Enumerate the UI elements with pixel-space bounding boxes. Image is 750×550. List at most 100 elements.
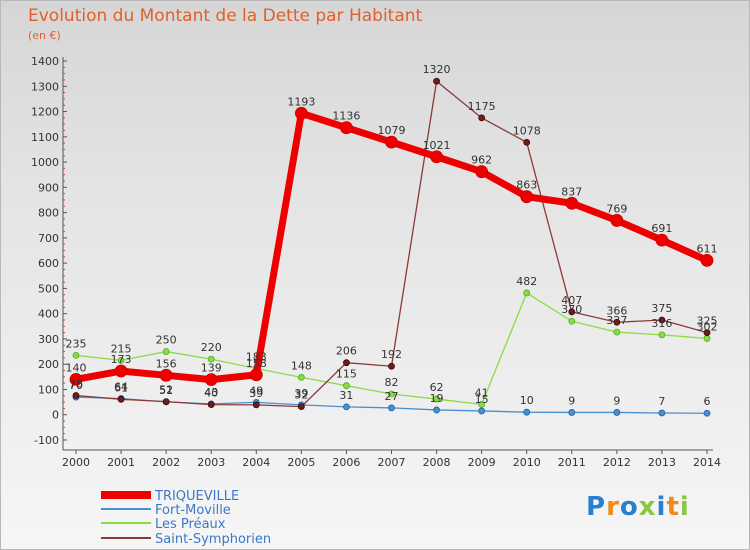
y-tick-label: 1300 [31, 80, 59, 93]
data-point [297, 403, 305, 411]
data-label: 1320 [423, 63, 451, 76]
data-point [523, 138, 531, 146]
data-label: 70 [69, 379, 83, 392]
data-label: 407 [561, 294, 582, 307]
data-label: 611 [697, 242, 718, 255]
data-label: 76 [69, 378, 83, 391]
data-point [655, 233, 669, 247]
data-point [297, 373, 305, 381]
data-label: 1021 [423, 139, 451, 152]
data-point [703, 409, 711, 417]
logo-letter: x [638, 492, 657, 522]
data-label: 51 [159, 384, 173, 397]
y-tick-label: 500 [38, 282, 59, 295]
data-label: 1079 [378, 124, 406, 137]
y-tick-label: 1400 [31, 55, 59, 68]
legend-label: Saint-Symphorien [155, 532, 271, 547]
data-label: 52 [159, 384, 173, 397]
data-point [520, 190, 534, 204]
x-tick-label: 2004 [242, 456, 270, 469]
data-point [162, 398, 170, 405]
data-label: 10 [520, 394, 534, 407]
data-point [388, 390, 395, 398]
data-point [343, 403, 350, 411]
data-label: 6 [704, 395, 711, 408]
data-label: 158 [246, 357, 267, 370]
data-point [568, 409, 576, 416]
y-tick-label: 100 [38, 383, 59, 396]
data-point [613, 318, 621, 326]
data-label: 43 [204, 386, 218, 399]
data-label: 40 [204, 387, 218, 400]
y-tick-label: 600 [38, 257, 59, 270]
data-label: 325 [697, 315, 718, 328]
data-point [388, 362, 395, 370]
data-label: 148 [291, 359, 312, 372]
data-point [700, 253, 714, 267]
data-point [204, 373, 218, 387]
x-tick-label: 2007 [378, 456, 406, 469]
x-tick-label: 2000 [62, 456, 90, 469]
x-tick-label: 2001 [107, 456, 135, 469]
data-label: 215 [111, 342, 132, 355]
data-point [478, 407, 486, 415]
data-point [703, 329, 711, 337]
chart-unit-label: (en €) [28, 29, 61, 42]
data-point [252, 401, 260, 409]
logo-letter: i [679, 492, 690, 522]
data-label: 39 [294, 387, 308, 400]
logo-letter: t [666, 492, 680, 522]
y-tick-label: 800 [38, 207, 59, 220]
data-point [565, 196, 579, 210]
data-label: 9 [613, 394, 620, 407]
data-label: 192 [381, 348, 402, 361]
data-point [388, 404, 395, 412]
data-label: 41 [475, 386, 489, 399]
data-point [475, 165, 489, 179]
data-point [523, 289, 531, 297]
y-tick-label: 1000 [31, 156, 59, 169]
data-label: 250 [156, 334, 177, 347]
data-point [613, 328, 621, 336]
data-label: 15 [475, 393, 489, 406]
data-point [478, 400, 486, 408]
data-label: 173 [111, 353, 132, 366]
y-tick-label: -100 [34, 434, 59, 447]
data-point [159, 368, 173, 382]
data-label: 1078 [513, 124, 541, 137]
data-point [69, 372, 83, 386]
data-point [117, 357, 125, 364]
x-tick-label: 2009 [468, 456, 496, 469]
data-label: 837 [561, 185, 582, 198]
data-label: 39 [249, 387, 263, 400]
logo-letter: r [606, 492, 620, 522]
chart-title: Evolution du Montant de la Dette par Hab… [28, 6, 423, 26]
data-point [72, 392, 80, 399]
data-label: 366 [606, 304, 627, 317]
x-tick-label: 2012 [603, 456, 631, 469]
data-point [658, 331, 666, 339]
y-tick-label: 200 [38, 358, 59, 371]
data-point [568, 308, 576, 316]
x-tick-label: 2003 [197, 456, 225, 469]
data-point [162, 348, 170, 355]
data-label: 863 [516, 179, 537, 192]
logo-letter: i [656, 492, 667, 522]
data-label: 1175 [468, 100, 496, 113]
data-point [433, 77, 440, 85]
data-label: 9 [568, 394, 575, 407]
y-tick-label: 400 [38, 308, 59, 321]
data-label: 7 [658, 395, 665, 408]
data-label: 19 [430, 392, 444, 405]
data-label: 115 [336, 368, 357, 381]
data-point [249, 368, 263, 382]
proxiti-logo: Proxiti [586, 492, 690, 522]
data-label: 32 [294, 389, 308, 402]
data-label: 327 [606, 314, 627, 327]
legend-label: Les Préaux [155, 517, 226, 532]
y-tick-label: 1200 [31, 106, 59, 119]
x-tick-label: 2014 [693, 456, 721, 469]
data-label: 691 [651, 222, 672, 235]
